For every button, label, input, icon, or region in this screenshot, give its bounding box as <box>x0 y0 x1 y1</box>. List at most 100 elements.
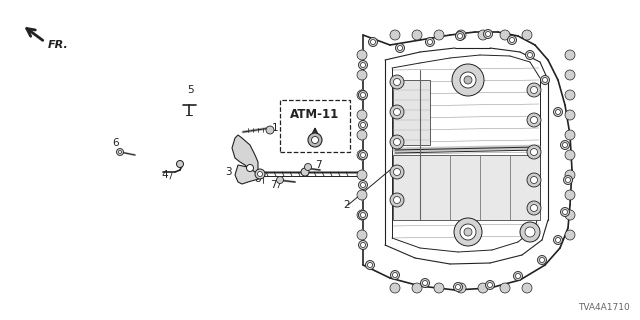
Circle shape <box>360 153 365 157</box>
Circle shape <box>369 37 378 46</box>
Circle shape <box>246 164 253 172</box>
Circle shape <box>522 283 532 293</box>
Text: 6: 6 <box>113 138 119 148</box>
Circle shape <box>394 196 401 204</box>
Circle shape <box>390 270 399 279</box>
Circle shape <box>358 91 367 100</box>
Circle shape <box>257 172 262 177</box>
Circle shape <box>360 92 365 98</box>
Circle shape <box>390 105 404 119</box>
Circle shape <box>565 190 575 200</box>
Circle shape <box>538 255 547 265</box>
Circle shape <box>276 177 284 183</box>
Circle shape <box>527 52 532 58</box>
Circle shape <box>392 273 397 277</box>
Circle shape <box>486 281 495 290</box>
Circle shape <box>394 139 401 146</box>
Text: 5: 5 <box>187 85 193 95</box>
Circle shape <box>478 30 488 40</box>
Circle shape <box>565 90 575 100</box>
Circle shape <box>396 44 404 52</box>
Circle shape <box>118 150 122 154</box>
Circle shape <box>422 281 428 285</box>
Circle shape <box>563 142 568 148</box>
Circle shape <box>565 50 575 60</box>
Circle shape <box>565 70 575 80</box>
Circle shape <box>531 148 538 156</box>
Circle shape <box>531 116 538 124</box>
Circle shape <box>488 283 493 287</box>
Circle shape <box>456 283 466 293</box>
Circle shape <box>358 241 367 250</box>
Text: 1: 1 <box>272 123 278 133</box>
Circle shape <box>543 77 547 83</box>
Circle shape <box>527 201 541 215</box>
Circle shape <box>565 110 575 120</box>
Circle shape <box>357 210 367 220</box>
Circle shape <box>515 274 520 278</box>
Circle shape <box>565 230 575 240</box>
Circle shape <box>458 34 463 38</box>
Circle shape <box>358 150 367 159</box>
Circle shape <box>565 130 575 140</box>
Circle shape <box>428 39 433 44</box>
Circle shape <box>390 165 404 179</box>
Circle shape <box>527 145 541 159</box>
Circle shape <box>563 175 573 185</box>
Circle shape <box>360 62 365 68</box>
Circle shape <box>527 173 541 187</box>
Circle shape <box>456 30 466 40</box>
Circle shape <box>554 108 563 116</box>
Circle shape <box>305 164 312 171</box>
Text: ATM-11: ATM-11 <box>291 108 340 121</box>
Circle shape <box>360 212 365 218</box>
Circle shape <box>360 243 365 247</box>
Circle shape <box>301 168 309 176</box>
Circle shape <box>358 121 367 130</box>
Circle shape <box>531 204 538 212</box>
Text: 3: 3 <box>225 167 232 177</box>
Circle shape <box>357 70 367 80</box>
Circle shape <box>454 283 463 292</box>
Circle shape <box>365 260 374 269</box>
Circle shape <box>565 150 575 160</box>
Circle shape <box>357 110 367 120</box>
FancyBboxPatch shape <box>280 100 350 152</box>
Circle shape <box>541 76 550 84</box>
Text: TVA4A1710: TVA4A1710 <box>579 303 630 312</box>
Circle shape <box>556 237 561 243</box>
Circle shape <box>390 135 404 149</box>
Circle shape <box>394 108 401 116</box>
Circle shape <box>312 137 319 143</box>
Circle shape <box>561 140 570 149</box>
Circle shape <box>522 30 532 40</box>
Circle shape <box>357 190 367 200</box>
Circle shape <box>464 228 472 236</box>
Circle shape <box>513 271 522 281</box>
Circle shape <box>464 76 472 84</box>
Text: 8: 8 <box>255 174 261 184</box>
Circle shape <box>500 283 510 293</box>
Circle shape <box>565 210 575 220</box>
Circle shape <box>116 148 124 156</box>
Circle shape <box>434 30 444 40</box>
Circle shape <box>540 258 545 262</box>
Circle shape <box>357 50 367 60</box>
Circle shape <box>266 126 274 134</box>
Circle shape <box>420 278 429 287</box>
Circle shape <box>390 283 400 293</box>
Circle shape <box>500 30 510 40</box>
Circle shape <box>357 230 367 240</box>
Circle shape <box>520 222 540 242</box>
Circle shape <box>397 45 403 51</box>
Polygon shape <box>232 135 258 175</box>
Text: 2: 2 <box>344 200 350 210</box>
Circle shape <box>367 262 372 268</box>
Circle shape <box>412 30 422 40</box>
Circle shape <box>394 169 401 175</box>
Circle shape <box>456 31 465 41</box>
Circle shape <box>390 30 400 40</box>
Circle shape <box>360 123 365 127</box>
Circle shape <box>460 72 476 88</box>
Circle shape <box>508 36 516 44</box>
